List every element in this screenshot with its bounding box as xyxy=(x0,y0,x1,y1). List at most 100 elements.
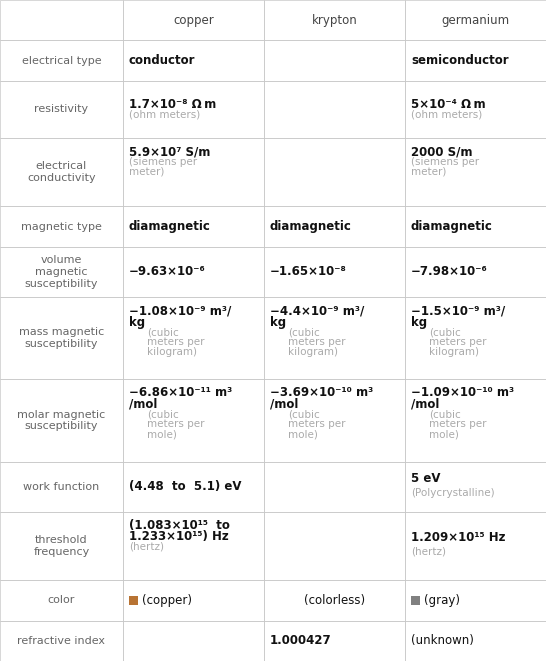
Text: meters per: meters per xyxy=(147,419,204,429)
Text: kg: kg xyxy=(270,315,286,329)
Text: germanium: germanium xyxy=(441,14,509,26)
Bar xyxy=(264,461,405,512)
Text: mole): mole) xyxy=(147,429,177,440)
Text: /mol: /mol xyxy=(129,398,157,410)
Bar xyxy=(0,512,123,580)
Bar xyxy=(0,0,123,40)
Text: kilogram): kilogram) xyxy=(429,347,479,357)
Bar xyxy=(123,0,264,40)
Bar xyxy=(405,206,546,247)
Text: meters per: meters per xyxy=(147,337,204,347)
Text: −1.65×10⁻⁸: −1.65×10⁻⁸ xyxy=(270,266,347,278)
Bar xyxy=(405,512,546,580)
Text: mole): mole) xyxy=(288,429,318,440)
Bar xyxy=(123,81,264,138)
Text: semiconductor: semiconductor xyxy=(411,54,509,67)
Bar xyxy=(123,40,264,81)
Text: 1.209×10¹⁵ Hz: 1.209×10¹⁵ Hz xyxy=(411,531,506,545)
Text: (siemens per: (siemens per xyxy=(411,157,479,167)
Bar xyxy=(123,297,264,379)
Bar xyxy=(405,0,546,40)
Text: mass magnetic
susceptibility: mass magnetic susceptibility xyxy=(19,327,104,349)
Bar xyxy=(123,580,264,621)
Text: (cubic: (cubic xyxy=(147,409,179,419)
Bar xyxy=(264,0,405,40)
Text: (Polycrystalline): (Polycrystalline) xyxy=(411,488,495,498)
Text: (hertz): (hertz) xyxy=(411,547,446,557)
Bar xyxy=(264,138,405,206)
Bar xyxy=(0,580,123,621)
Bar xyxy=(264,580,405,621)
Bar xyxy=(264,379,405,461)
Text: −3.69×10⁻¹⁰ m³: −3.69×10⁻¹⁰ m³ xyxy=(270,386,373,399)
Text: (copper): (copper) xyxy=(142,594,192,607)
Bar xyxy=(264,247,405,297)
Text: electrical type: electrical type xyxy=(22,56,102,65)
Text: molar magnetic
susceptibility: molar magnetic susceptibility xyxy=(17,410,105,431)
Text: kg: kg xyxy=(129,315,145,329)
Text: −1.5×10⁻⁹ m³/: −1.5×10⁻⁹ m³/ xyxy=(411,304,505,317)
Bar xyxy=(123,621,264,661)
Bar xyxy=(0,206,123,247)
Text: 5×10⁻⁴ Ω m: 5×10⁻⁴ Ω m xyxy=(411,98,485,111)
Text: 5.9×10⁷ S/m: 5.9×10⁷ S/m xyxy=(129,145,210,158)
Bar xyxy=(264,297,405,379)
Text: 1.233×10¹⁵) Hz: 1.233×10¹⁵) Hz xyxy=(129,530,229,543)
Bar xyxy=(405,461,546,512)
Text: /mol: /mol xyxy=(411,398,440,410)
Bar xyxy=(0,379,123,461)
Bar xyxy=(0,297,123,379)
Bar xyxy=(123,247,264,297)
Text: magnetic type: magnetic type xyxy=(21,221,102,231)
Text: threshold
frequency: threshold frequency xyxy=(33,535,90,557)
Bar xyxy=(405,580,546,621)
Text: meters per: meters per xyxy=(429,419,486,429)
Text: (colorless): (colorless) xyxy=(304,594,365,607)
Text: work function: work function xyxy=(23,482,99,492)
Text: 2000 S/m: 2000 S/m xyxy=(411,145,472,158)
Text: −7.98×10⁻⁶: −7.98×10⁻⁶ xyxy=(411,266,488,278)
Text: (gray): (gray) xyxy=(424,594,460,607)
Text: (1.083×10¹⁵  to: (1.083×10¹⁵ to xyxy=(129,519,230,532)
Text: volume
magnetic
susceptibility: volume magnetic susceptibility xyxy=(25,255,98,289)
Text: 5 eV: 5 eV xyxy=(411,472,441,485)
Text: (ohm meters): (ohm meters) xyxy=(411,110,482,120)
Bar xyxy=(405,138,546,206)
Text: meters per: meters per xyxy=(429,337,486,347)
Bar xyxy=(405,621,546,661)
Text: −6.86×10⁻¹¹ m³: −6.86×10⁻¹¹ m³ xyxy=(129,386,232,399)
Bar xyxy=(0,81,123,138)
Text: resistivity: resistivity xyxy=(34,104,88,114)
Text: (cubic: (cubic xyxy=(429,327,461,337)
Bar xyxy=(123,461,264,512)
Text: (hertz): (hertz) xyxy=(129,542,164,552)
Text: diamagnetic: diamagnetic xyxy=(129,220,211,233)
Bar xyxy=(405,297,546,379)
Text: (ohm meters): (ohm meters) xyxy=(129,110,200,120)
Text: −1.09×10⁻¹⁰ m³: −1.09×10⁻¹⁰ m³ xyxy=(411,386,514,399)
Text: mole): mole) xyxy=(429,429,459,440)
Text: meters per: meters per xyxy=(288,337,346,347)
Bar xyxy=(123,512,264,580)
Text: −9.63×10⁻⁶: −9.63×10⁻⁶ xyxy=(129,266,206,278)
Text: (cubic: (cubic xyxy=(288,327,320,337)
Bar xyxy=(123,206,264,247)
Bar xyxy=(129,596,138,605)
Bar xyxy=(405,40,546,81)
Bar xyxy=(411,596,420,605)
Text: 1.000427: 1.000427 xyxy=(270,635,331,647)
Text: (cubic: (cubic xyxy=(147,327,179,337)
Text: meters per: meters per xyxy=(288,419,346,429)
Text: 1.7×10⁻⁸ Ω m: 1.7×10⁻⁸ Ω m xyxy=(129,98,216,111)
Text: /mol: /mol xyxy=(270,398,298,410)
Bar xyxy=(405,379,546,461)
Bar xyxy=(264,621,405,661)
Text: color: color xyxy=(48,596,75,605)
Text: (cubic: (cubic xyxy=(288,409,320,419)
Bar xyxy=(264,512,405,580)
Text: diamagnetic: diamagnetic xyxy=(270,220,352,233)
Bar xyxy=(0,247,123,297)
Bar xyxy=(264,40,405,81)
Bar xyxy=(405,81,546,138)
Text: refractive index: refractive index xyxy=(17,636,105,646)
